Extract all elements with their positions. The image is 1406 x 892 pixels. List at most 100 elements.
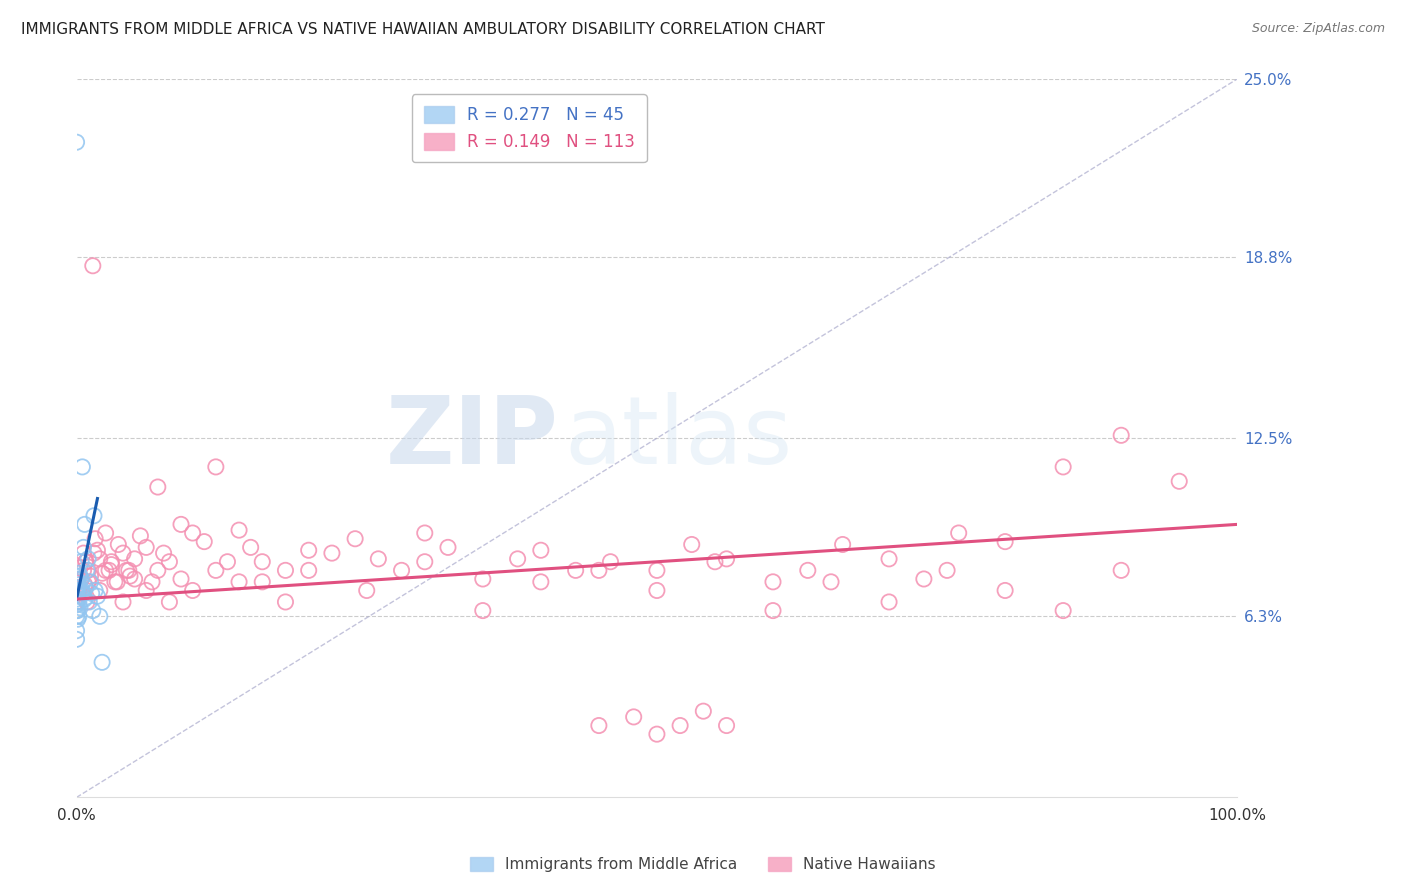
Point <box>762 574 785 589</box>
Point <box>79 595 101 609</box>
Point <box>82 259 104 273</box>
Point <box>69 600 91 615</box>
Point <box>65 581 87 595</box>
Point <box>124 572 146 586</box>
Point <box>76 563 98 577</box>
Point <box>79 574 101 589</box>
Point <box>252 555 274 569</box>
Point <box>205 459 228 474</box>
Point <box>152 546 174 560</box>
Point <box>65 592 87 607</box>
Point <box>135 583 157 598</box>
Point <box>72 586 94 600</box>
Point <box>321 546 343 560</box>
Point <box>65 586 87 600</box>
Point <box>86 543 108 558</box>
Point <box>70 572 93 586</box>
Point <box>948 526 970 541</box>
Point <box>91 656 114 670</box>
Point <box>69 583 91 598</box>
Point <box>146 563 169 577</box>
Point <box>124 552 146 566</box>
Point <box>105 574 128 589</box>
Point <box>716 552 738 566</box>
Point <box>762 604 785 618</box>
Point <box>84 532 107 546</box>
Point <box>645 563 668 577</box>
Point <box>588 718 610 732</box>
Point <box>564 563 586 577</box>
Legend: Immigrants from Middle Africa, Native Hawaiians: Immigrants from Middle Africa, Native Ha… <box>463 849 943 880</box>
Point <box>82 604 104 618</box>
Point <box>72 563 94 577</box>
Point <box>100 555 122 569</box>
Point <box>217 555 239 569</box>
Point <box>1109 563 1132 577</box>
Point <box>471 604 494 618</box>
Point <box>67 583 90 598</box>
Point <box>111 595 134 609</box>
Point <box>94 526 117 541</box>
Point <box>75 581 97 595</box>
Point <box>599 555 621 569</box>
Legend: R = 0.277   N = 45, R = 0.149   N = 113: R = 0.277 N = 45, R = 0.149 N = 113 <box>412 95 647 162</box>
Point <box>66 612 89 626</box>
Point <box>66 595 89 609</box>
Point <box>98 563 121 577</box>
Point <box>994 534 1017 549</box>
Point <box>104 574 127 589</box>
Point <box>76 595 98 609</box>
Point <box>65 624 87 638</box>
Point <box>1109 428 1132 442</box>
Point <box>170 572 193 586</box>
Point <box>530 543 553 558</box>
Point <box>65 135 87 149</box>
Point <box>67 566 90 581</box>
Point <box>146 480 169 494</box>
Point <box>83 546 105 560</box>
Point <box>252 574 274 589</box>
Point <box>228 574 250 589</box>
Point <box>274 595 297 609</box>
Text: IMMIGRANTS FROM MIDDLE AFRICA VS NATIVE HAWAIIAN AMBULATORY DISABILITY CORRELATI: IMMIGRANTS FROM MIDDLE AFRICA VS NATIVE … <box>21 22 825 37</box>
Point <box>65 595 87 609</box>
Point <box>75 555 97 569</box>
Point <box>67 581 90 595</box>
Point <box>413 555 436 569</box>
Point <box>107 537 129 551</box>
Point <box>65 632 87 647</box>
Point <box>80 586 103 600</box>
Point <box>118 569 141 583</box>
Point <box>69 560 91 574</box>
Point <box>67 609 90 624</box>
Point <box>228 523 250 537</box>
Point <box>73 578 96 592</box>
Point <box>994 583 1017 598</box>
Point <box>645 583 668 598</box>
Text: Source: ZipAtlas.com: Source: ZipAtlas.com <box>1251 22 1385 36</box>
Point <box>66 604 89 618</box>
Point <box>69 569 91 583</box>
Point <box>170 517 193 532</box>
Point <box>936 563 959 577</box>
Point <box>73 592 96 607</box>
Point <box>67 578 90 592</box>
Point <box>298 543 321 558</box>
Point <box>70 555 93 569</box>
Text: atlas: atlas <box>564 392 793 484</box>
Point <box>157 595 180 609</box>
Point <box>70 572 93 586</box>
Point <box>356 583 378 598</box>
Point <box>100 558 122 572</box>
Point <box>118 563 141 577</box>
Point <box>65 598 87 612</box>
Point <box>77 563 100 577</box>
Point <box>72 583 94 598</box>
Point <box>1168 475 1191 489</box>
Point <box>66 574 89 589</box>
Point <box>703 555 725 569</box>
Point <box>912 572 935 586</box>
Point <box>437 541 460 555</box>
Point <box>72 541 94 555</box>
Point <box>79 569 101 583</box>
